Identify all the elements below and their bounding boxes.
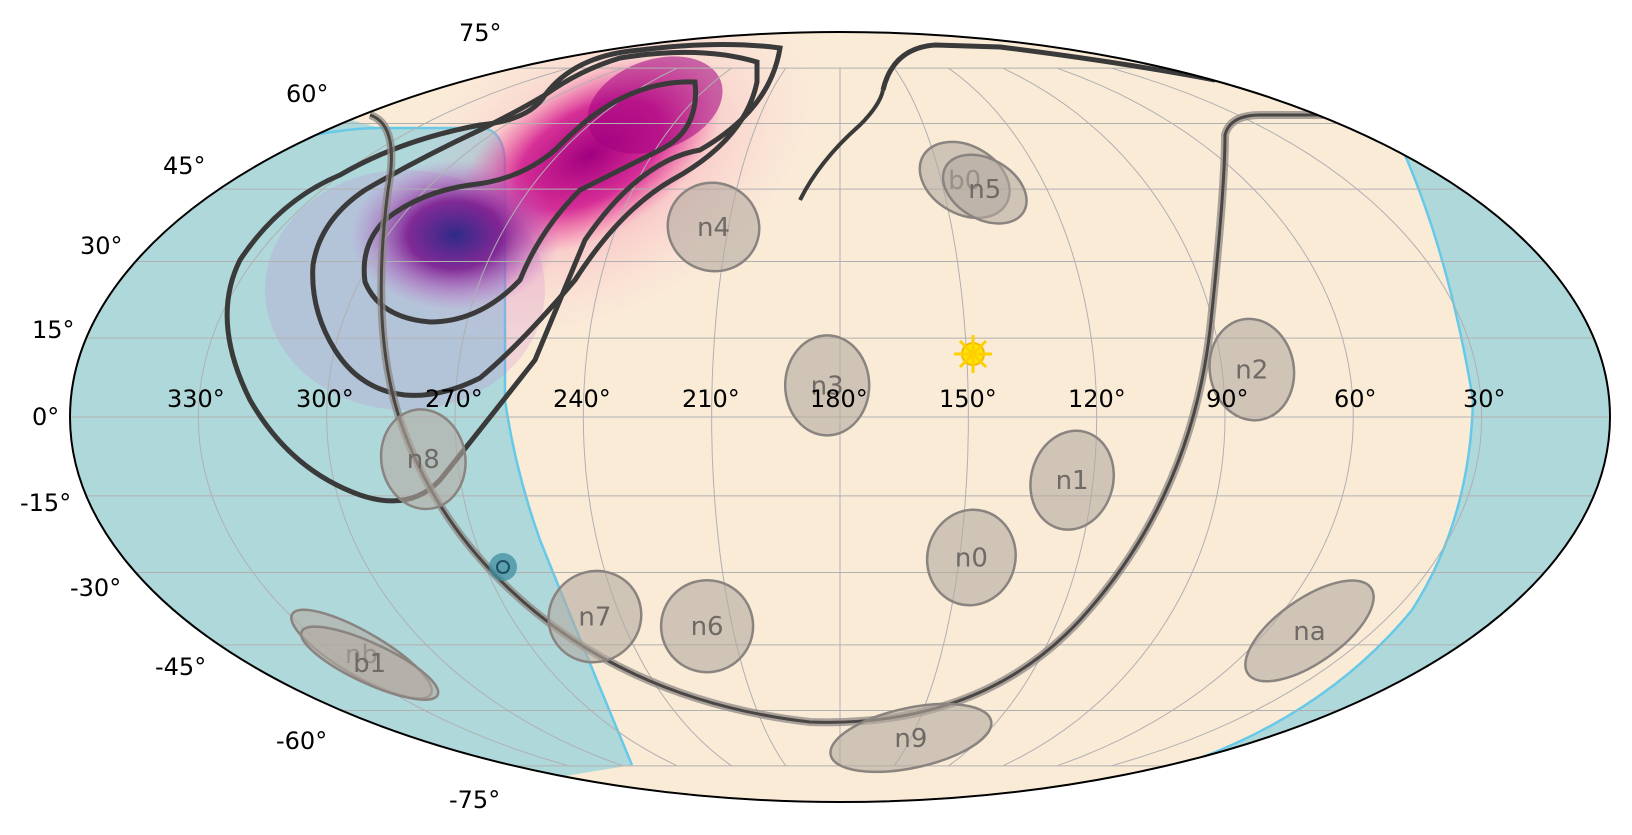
detector-na: na bbox=[1244, 579, 1375, 683]
lon-label-330: 330° bbox=[167, 385, 225, 413]
detector-label: na bbox=[1293, 617, 1325, 647]
lon-label-300: 300° bbox=[296, 385, 354, 413]
detector-label: n0 bbox=[955, 544, 988, 574]
lon-label-30: 30° bbox=[1463, 385, 1506, 413]
detector-footprint bbox=[829, 702, 993, 774]
detector-label: n5 bbox=[968, 175, 1001, 205]
detector-footprint bbox=[666, 181, 761, 273]
lat-label-m60: -60° bbox=[276, 727, 327, 755]
detector-footprint bbox=[379, 408, 467, 511]
lat-label-m30: -30° bbox=[70, 574, 121, 602]
lat-label-m75: -75° bbox=[449, 786, 500, 814]
sun-icon bbox=[954, 335, 992, 373]
lat-label-15: 15° bbox=[32, 316, 75, 344]
graticule bbox=[70, 67, 1610, 767]
detector-footprint bbox=[659, 578, 755, 674]
detector-label: n2 bbox=[1235, 356, 1268, 386]
meridian-line bbox=[1002, 67, 1226, 767]
detector-footprint bbox=[1029, 429, 1116, 531]
credible-contour-mid bbox=[310, 49, 760, 398]
detector-b1: b1 bbox=[299, 625, 440, 701]
detector-footprint bbox=[783, 334, 871, 437]
detector-n2: n2 bbox=[1208, 317, 1296, 422]
credible-contour-inner bbox=[361, 79, 699, 325]
detector-footprint bbox=[1244, 579, 1375, 683]
detector-n7: n7 bbox=[547, 569, 643, 664]
longitude-labels: 330° 300° 270° 240° 210° 180° 150° 120° … bbox=[167, 385, 1506, 413]
lon-label-210: 210° bbox=[682, 385, 740, 413]
moon-marker bbox=[489, 553, 517, 581]
detector-label: b1 bbox=[353, 649, 386, 679]
detector-label: n1 bbox=[1056, 466, 1089, 496]
detector-n6: n6 bbox=[659, 578, 755, 674]
detector-footprint bbox=[299, 625, 440, 701]
lat-label-m15: -15° bbox=[20, 489, 71, 517]
lon-label-90: 90° bbox=[1206, 385, 1249, 413]
detector-footprint bbox=[547, 569, 643, 664]
lon-label-120: 120° bbox=[1068, 385, 1126, 413]
detector-n0: n0 bbox=[925, 508, 1017, 607]
lon-label-60: 60° bbox=[1334, 385, 1377, 413]
lat-label-45: 45° bbox=[163, 152, 206, 180]
detector-n3: n3 bbox=[783, 334, 871, 437]
localization-probability bbox=[265, 32, 821, 410]
lon-label-270: 270° bbox=[425, 385, 483, 413]
lat-label-60: 60° bbox=[286, 80, 329, 108]
meridian-line bbox=[948, 67, 1098, 767]
detector-footprint bbox=[941, 153, 1028, 225]
lat-label-75: 75° bbox=[459, 19, 502, 47]
meridian-line bbox=[711, 67, 787, 767]
lat-label-30: 30° bbox=[80, 232, 123, 260]
upper-boundary-contour bbox=[880, 42, 1216, 91]
lat-label-m45: -45° bbox=[155, 653, 206, 681]
detector-n8: n8 bbox=[379, 408, 467, 511]
detector-n5: n5 bbox=[941, 153, 1028, 225]
detector-label: n7 bbox=[578, 603, 611, 633]
detector-n1: n1 bbox=[1029, 429, 1116, 531]
meridian-line bbox=[1111, 67, 1483, 767]
meridian-line bbox=[454, 67, 678, 767]
meridian-line bbox=[582, 67, 732, 767]
detector-footprint bbox=[1208, 317, 1296, 422]
detector-label: n8 bbox=[407, 445, 440, 475]
detector-label: n4 bbox=[697, 213, 730, 243]
detector-pointings: n4b0n5n3n2n8n1n0n7n6nbb1nan9 bbox=[290, 140, 1375, 774]
lat-label-0: 0° bbox=[32, 403, 59, 431]
latitude-labels: 75° 60° 45° 30° 15° 0° -15° -30° -45° -6… bbox=[20, 19, 502, 814]
meridian-line bbox=[1057, 67, 1354, 767]
lon-label-150: 150° bbox=[939, 385, 997, 413]
detector-footprint bbox=[925, 508, 1017, 607]
lon-label-240: 240° bbox=[553, 385, 611, 413]
detector-n4: n4 bbox=[666, 181, 761, 273]
earth-occultation-edge-east bbox=[1194, 154, 1475, 762]
detector-label: n3 bbox=[811, 371, 844, 401]
detector-label: n6 bbox=[691, 612, 724, 642]
detector-label: n9 bbox=[894, 724, 927, 754]
lon-label-180: 180° bbox=[810, 385, 868, 413]
map-border bbox=[69, 31, 1611, 803]
meridian-line bbox=[326, 67, 623, 767]
upper-boundary-contour-right bbox=[798, 89, 885, 201]
galactic-plane-core bbox=[369, 113, 1330, 724]
detector-n9: n9 bbox=[829, 702, 993, 774]
